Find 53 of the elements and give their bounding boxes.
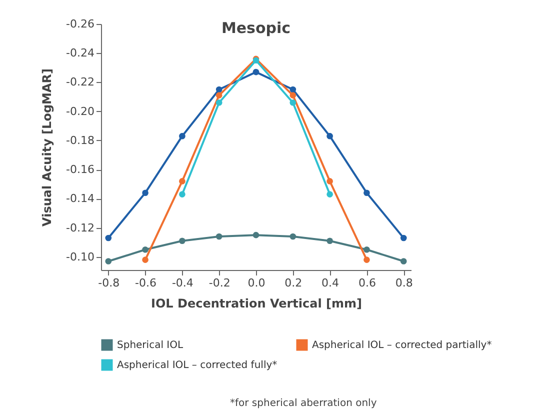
legend-label: Aspherical IOL – corrected fully* <box>117 360 278 371</box>
x-tick-label: 0.4 <box>322 276 340 290</box>
point <box>400 258 407 264</box>
y-tick-label: -0.16 <box>66 163 94 176</box>
chart-title: Mesopic <box>221 19 291 37</box>
point <box>142 256 148 263</box>
point <box>105 234 112 242</box>
point <box>179 132 186 140</box>
y-tick-label: -0.26 <box>66 18 94 30</box>
x-tick-label: -0.8 <box>98 276 120 290</box>
point <box>252 232 260 238</box>
point <box>142 246 148 253</box>
y-tick-label: -0.12 <box>66 221 94 234</box>
point <box>364 246 370 253</box>
point <box>179 191 186 198</box>
y-tick-label: -0.18 <box>66 134 94 147</box>
y-tick-label: -0.24 <box>66 46 94 60</box>
point <box>216 92 222 98</box>
point <box>290 92 296 98</box>
y-axis-title: Visual Acuity [LogMAR] <box>40 68 54 226</box>
legend-label: Aspherical IOL – corrected partially* <box>312 340 492 351</box>
point <box>142 190 148 196</box>
point <box>252 68 260 76</box>
legend-label: Spherical IOL <box>117 340 184 351</box>
point <box>105 258 112 264</box>
point <box>179 178 186 184</box>
y-tick-label: -0.14 <box>66 192 94 206</box>
point <box>290 99 296 106</box>
x-tick-label: 0.0 <box>248 276 266 290</box>
point <box>326 238 333 244</box>
y-tick-label: -0.20 <box>66 104 94 118</box>
point <box>364 256 370 263</box>
text: *for spherical aberration only <box>230 398 377 409</box>
point <box>400 234 407 242</box>
y-tick-label: -0.22 <box>66 76 94 89</box>
x-tick-label: -0.4 <box>172 276 194 290</box>
point <box>216 86 222 93</box>
point <box>326 191 333 198</box>
point <box>290 86 296 93</box>
point <box>216 99 222 106</box>
point <box>179 238 186 244</box>
x-tick-label: 0.6 <box>358 276 376 290</box>
point <box>326 132 333 140</box>
point <box>216 233 222 240</box>
point <box>290 233 296 240</box>
point <box>326 178 333 184</box>
x-tick-label: 0.8 <box>395 276 413 290</box>
x-tick-label: -0.2 <box>208 276 230 290</box>
point <box>364 190 370 196</box>
x-axis-title: IOL Decentration Vertical [mm] <box>151 296 362 310</box>
y-tick-label: -0.10 <box>66 250 94 264</box>
x-tick-label: -0.6 <box>135 276 157 290</box>
x-tick-label: 0.2 <box>284 276 302 290</box>
